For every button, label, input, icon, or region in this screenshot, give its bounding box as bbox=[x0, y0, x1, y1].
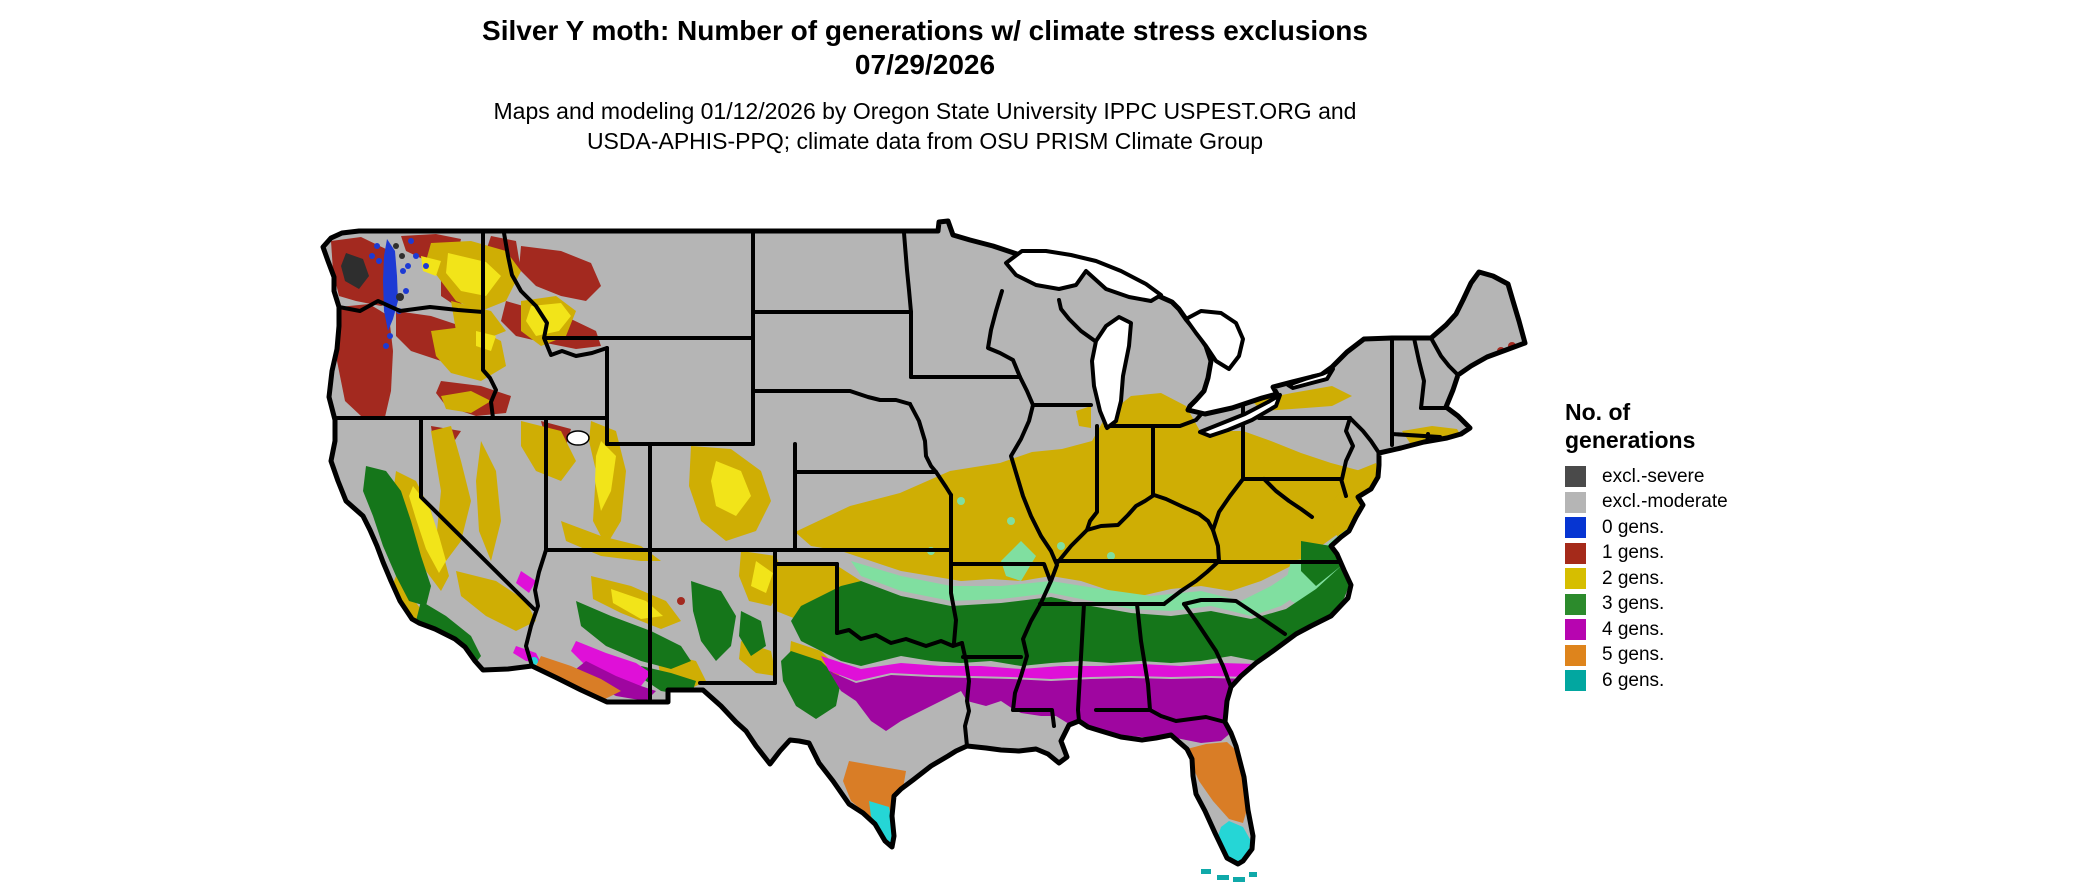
legend-swatch bbox=[1565, 466, 1586, 488]
map-fill-layers bbox=[323, 221, 1525, 864]
legend-swatch bbox=[1565, 542, 1586, 564]
legend-swatch bbox=[1565, 517, 1586, 539]
us-outline bbox=[320, 218, 1528, 867]
map-date: 07/29/2026 bbox=[854, 49, 996, 80]
region-4-gens bbox=[576, 661, 1283, 743]
legend-item: 0 gens. bbox=[1565, 515, 1728, 541]
subtitle-line1: Maps and modeling 01/12/2026 by Oregon S… bbox=[493, 98, 1357, 124]
legend-item: 2 gens. bbox=[1565, 566, 1728, 592]
legend-swatch bbox=[1565, 491, 1586, 513]
map-legend: No. of generations excl.-severe excl.-mod… bbox=[1565, 398, 1728, 694]
region-excl-severe bbox=[341, 243, 405, 301]
legend-title: No. of generations bbox=[1565, 399, 1696, 453]
subtitle-line2: USDA-APHIS-PPQ; climate data from OSU PR… bbox=[586, 128, 1264, 154]
legend-label: 0 gens. bbox=[1602, 516, 1665, 538]
legend-label: excl.-severe bbox=[1602, 465, 1705, 487]
lakes bbox=[566, 249, 1335, 882]
legend-label: excl.-moderate bbox=[1602, 491, 1728, 513]
legend-label: 4 gens. bbox=[1602, 618, 1665, 640]
legend-item: 1 gens. bbox=[1565, 541, 1728, 567]
subtitle: Maps and modeling 01/12/2026 by Oregon S… bbox=[295, 96, 1555, 156]
legend-item: excl.-moderate bbox=[1565, 490, 1728, 516]
legend-label: 1 gens. bbox=[1602, 542, 1665, 564]
lake-erie bbox=[1198, 393, 1282, 438]
lake-ontario bbox=[1286, 367, 1335, 390]
great-salt-lake bbox=[566, 430, 590, 446]
legend-label: 6 gens. bbox=[1602, 669, 1665, 691]
legend-item: excl.-severe bbox=[1565, 464, 1728, 490]
legend-item: 4 gens. bbox=[1565, 617, 1728, 643]
lake-superior bbox=[1004, 249, 1163, 303]
state-borders bbox=[333, 231, 1460, 748]
lake-michigan bbox=[1090, 315, 1133, 430]
legend-item: 3 gens. bbox=[1565, 592, 1728, 618]
legend-swatch bbox=[1565, 619, 1586, 641]
lake-huron bbox=[1184, 309, 1245, 371]
legend-swatch bbox=[1565, 644, 1586, 666]
title-block: Silver Y moth: Number of generations w/ … bbox=[295, 14, 1555, 156]
legend-item: 6 gens. bbox=[1565, 668, 1728, 694]
page-title: Silver Y moth: Number of generations w/ … bbox=[482, 15, 1368, 46]
legend-label: 2 gens. bbox=[1602, 567, 1665, 589]
legend-item: 5 gens. bbox=[1565, 643, 1728, 669]
legend-label: 5 gens. bbox=[1602, 644, 1665, 666]
legend-swatch bbox=[1565, 568, 1586, 590]
legend-swatch bbox=[1565, 670, 1586, 692]
legend-rows: excl.-severe excl.-moderate 0 gens. 1 gens.… bbox=[1565, 464, 1728, 694]
florida-keys bbox=[1201, 869, 1257, 882]
legend-swatch bbox=[1565, 593, 1586, 615]
legend-label: 3 gens. bbox=[1602, 593, 1665, 615]
